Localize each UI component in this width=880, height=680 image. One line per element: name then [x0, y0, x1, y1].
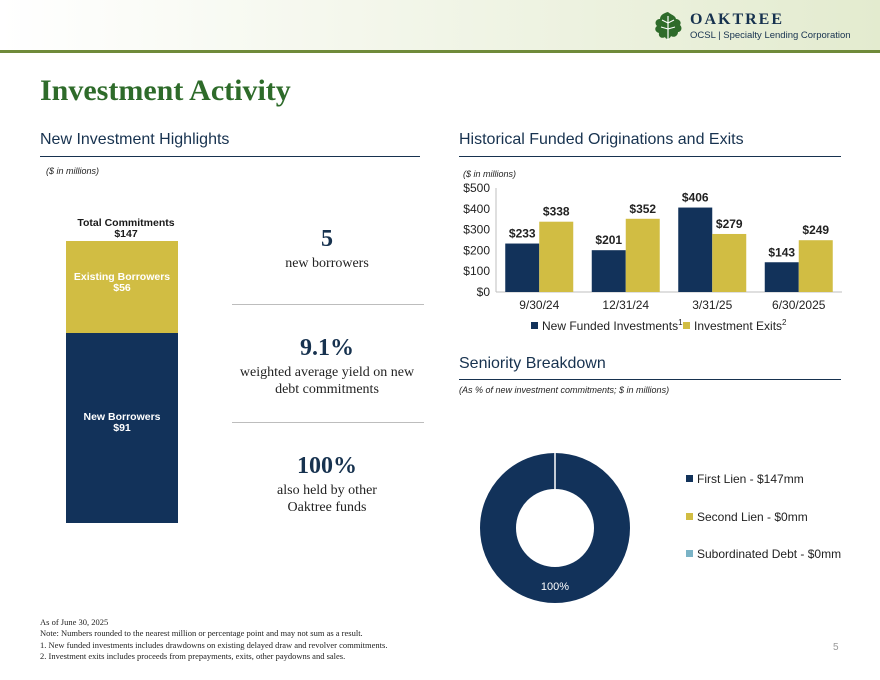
kpi-oaktree-funds-desc-2: Oaktree funds: [287, 500, 367, 515]
bar-new-funded: [591, 250, 626, 292]
footnote-as-of: As of June 30, 2025: [40, 617, 109, 627]
legend-first-lien-label: First Lien - $147mm: [697, 472, 804, 486]
legend-new-funded-label: New Funded Investments: [542, 319, 679, 333]
bar-exits: [625, 218, 660, 292]
bar-exits: [539, 221, 574, 292]
bar-new-funded: [505, 243, 540, 292]
kpi-new-borrowers-value: 5: [321, 226, 333, 252]
existing-borrowers-value: $56: [113, 282, 131, 294]
x-tick-label: 9/30/24: [519, 298, 559, 312]
x-tick-label: 3/31/25: [692, 298, 732, 312]
kpi-yield-value: 9.1%: [300, 335, 354, 361]
x-tick-label: 6/30/2025: [772, 298, 826, 312]
seniority-units-note: (As % of new investment commitments; $ i…: [459, 385, 670, 395]
new-borrowers-name: New Borrowers: [83, 411, 161, 423]
existing-borrowers-label: Existing Borrowers $56: [66, 272, 178, 294]
donut-slice-label: 100%: [541, 581, 569, 593]
kpi-new-borrowers-desc: new borrowers: [285, 256, 369, 271]
bar-data-label: $143: [768, 245, 795, 259]
legend-investment-exits-sup: 2: [782, 318, 787, 327]
y-tick-label: $200: [463, 243, 490, 257]
legend-swatch-navy: [531, 322, 538, 329]
x-tick-label: 12/31/24: [602, 298, 649, 312]
kpi-divider-1: [232, 304, 424, 305]
bar-data-label: $233: [509, 227, 536, 241]
legend-new-funded: New Funded Investments1: [531, 318, 683, 333]
y-tick-label: $500: [463, 181, 490, 195]
bar-new-funded: [678, 207, 713, 292]
oaktree-logo: OAKTREE OCSL | Specialty Lending Corpora…: [652, 10, 867, 44]
bar-data-label: $352: [629, 202, 656, 216]
legend-investment-exits-label: Investment Exits: [694, 319, 783, 333]
originations-bar-chart: $0 $100 $200 $300 $400 $500 $233 $338 9/30/24 $20…: [463, 181, 842, 312]
footnote-1: 1. New funded investments includes drawd…: [40, 639, 388, 650]
bar-data-label: $406: [682, 191, 709, 205]
new-borrowers-value: $91: [113, 422, 131, 434]
highlights-section-title: New Investment Highlights: [40, 131, 230, 148]
logo-name: OAKTREE: [690, 11, 785, 28]
seniority-section-rule: [459, 379, 841, 380]
y-tick-label: $0: [477, 285, 491, 299]
oak-leaf-icon: [655, 12, 682, 40]
bar-data-label: $249: [802, 223, 829, 237]
bar-data-label: $279: [716, 217, 743, 231]
legend-swatch-first-lien: [686, 475, 693, 482]
total-commitments-value: $147: [114, 228, 138, 240]
kpi-yield-desc-2: debt commitments: [275, 382, 379, 397]
footnotes: As of June 30, 2025 Note: Numbers rounde…: [40, 617, 387, 663]
bar-data-label: $338: [543, 205, 570, 219]
logo-subtitle: OCSL | Specialty Lending Corporation: [690, 30, 851, 41]
originations-section-rule: [459, 156, 841, 157]
total-commitments-title: Total Commitments: [77, 217, 175, 229]
page-title: Investment Activity: [40, 74, 291, 107]
legend-subordinated-debt-label: Subordinated Debt - $0mm: [697, 547, 842, 561]
y-tick-label: $100: [463, 264, 490, 278]
highlights-section-rule: [40, 156, 420, 157]
kpi-divider-2: [232, 422, 424, 423]
bar-new-funded: [764, 262, 799, 292]
y-tick-label: $300: [463, 223, 490, 237]
originations-section-title: Historical Funded Originations and Exits: [459, 131, 744, 148]
header-band: [0, 0, 880, 50]
footnote-note: Note: Numbers rounded to the nearest mil…: [40, 628, 363, 639]
highlights-units-note: ($ in millions): [46, 166, 100, 176]
footnote-2: 2. Investment exits includes proceeds fr…: [40, 651, 346, 662]
kpi-oaktree-funds-value: 100%: [297, 453, 357, 479]
bar-exits: [798, 240, 833, 292]
originations-units-note: ($ in millions): [463, 169, 517, 179]
seniority-section-title: Seniority Breakdown: [459, 355, 606, 372]
existing-borrowers-name: Existing Borrowers: [73, 271, 171, 283]
new-borrowers-segment: New Borrowers $91: [66, 333, 178, 523]
seniority-donut-chart: 100%: [480, 453, 630, 603]
existing-borrowers-segment: Existing Borrowers $56: [66, 241, 178, 333]
legend-new-funded-sup: 1: [678, 318, 683, 327]
legend-swatch-gold: [683, 322, 690, 329]
legend-second-lien: Second Lien - $0mm: [686, 510, 808, 524]
new-borrowers-label: New Borrowers $91: [66, 412, 178, 434]
legend-swatch-second-lien: [686, 513, 693, 520]
legend-subordinated-debt: Subordinated Debt - $0mm: [686, 547, 841, 561]
page-number: 5: [833, 642, 839, 653]
legend-swatch-subordinated: [686, 550, 693, 557]
kpi-yield-desc-1: weighted average yield on new: [239, 365, 415, 380]
kpi-oaktree-funds-desc-1: also held by other: [277, 483, 377, 498]
legend-investment-exits: Investment Exits2: [683, 318, 786, 333]
bar-exits: [712, 233, 747, 292]
legend-second-lien-label: Second Lien - $0mm: [697, 510, 808, 524]
total-commitments-label: Total Commitments $147: [66, 218, 186, 240]
y-tick-label: $400: [463, 202, 490, 216]
legend-first-lien: First Lien - $147mm: [686, 472, 804, 486]
header-rule: [0, 50, 880, 53]
bar-data-label: $201: [595, 233, 622, 247]
